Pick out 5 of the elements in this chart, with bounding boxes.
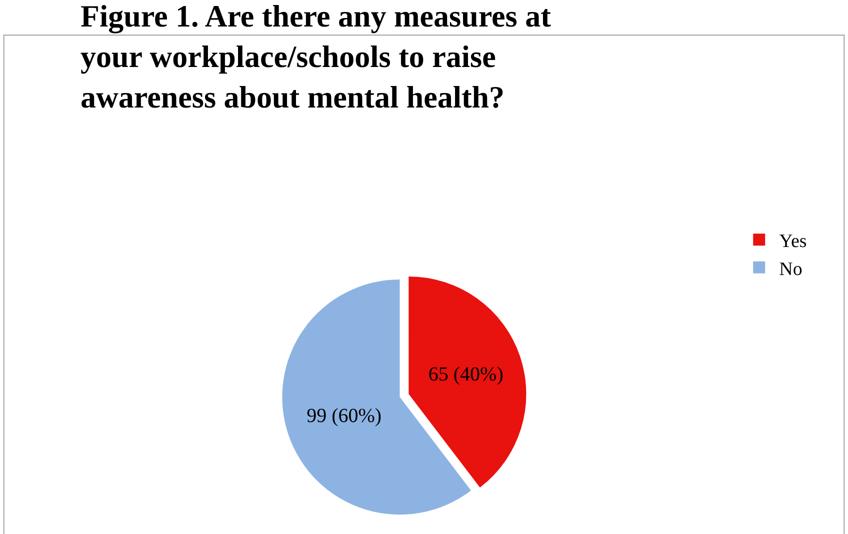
- data-label: 99 (60%): [306, 404, 382, 427]
- legend-label: Yes: [779, 231, 807, 252]
- data-label: 65 (40%): [428, 364, 504, 386]
- chart-title: Figure 1. Are there any measures at your workplace/schools to raise awareness about mental health?: [80, 0, 552, 114]
- legend-label: No: [779, 258, 802, 280]
